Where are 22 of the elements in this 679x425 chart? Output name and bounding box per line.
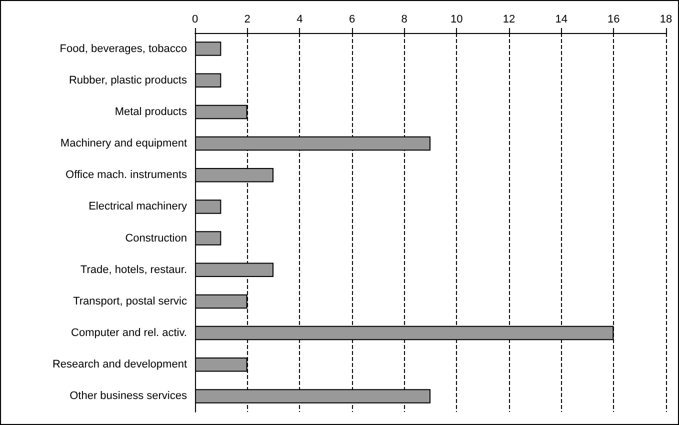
y-tick-label: Food, beverages, tobacco <box>60 42 187 55</box>
x-tick-label: 16 <box>608 14 620 26</box>
x-tick-label: 6 <box>348 14 356 26</box>
y-tick-label: Construction <box>125 232 187 244</box>
y-tick-label: Research and development <box>52 358 187 371</box>
y-tick-label: Trade, hotels, restaur. <box>80 264 187 276</box>
y-tick-label: Metal products <box>114 106 188 118</box>
x-tick-label: 10 <box>450 14 463 26</box>
x-tick-label: 0 <box>192 14 198 26</box>
x-tick-label: 8 <box>401 14 408 26</box>
y-tick-label: Electrical machinery <box>88 200 188 213</box>
y-tick-label: Computer and rel. activ. <box>71 327 187 340</box>
y-tick-label: Transport, postal servic <box>73 295 188 308</box>
x-tick-label: 18 <box>660 14 672 26</box>
x-tick-label: 14 <box>555 14 568 26</box>
y-tick-label: Other business services <box>70 390 188 402</box>
x-tick-label: 4 <box>296 14 303 26</box>
y-tick-label: Office mach. instruments <box>66 169 188 182</box>
x-tick-label: 2 <box>244 14 250 26</box>
y-tick-label: Rubber, plastic products <box>68 74 188 86</box>
x-tick-label: 12 <box>502 14 516 26</box>
y-tick-label: Machinery and equipment <box>60 138 187 150</box>
